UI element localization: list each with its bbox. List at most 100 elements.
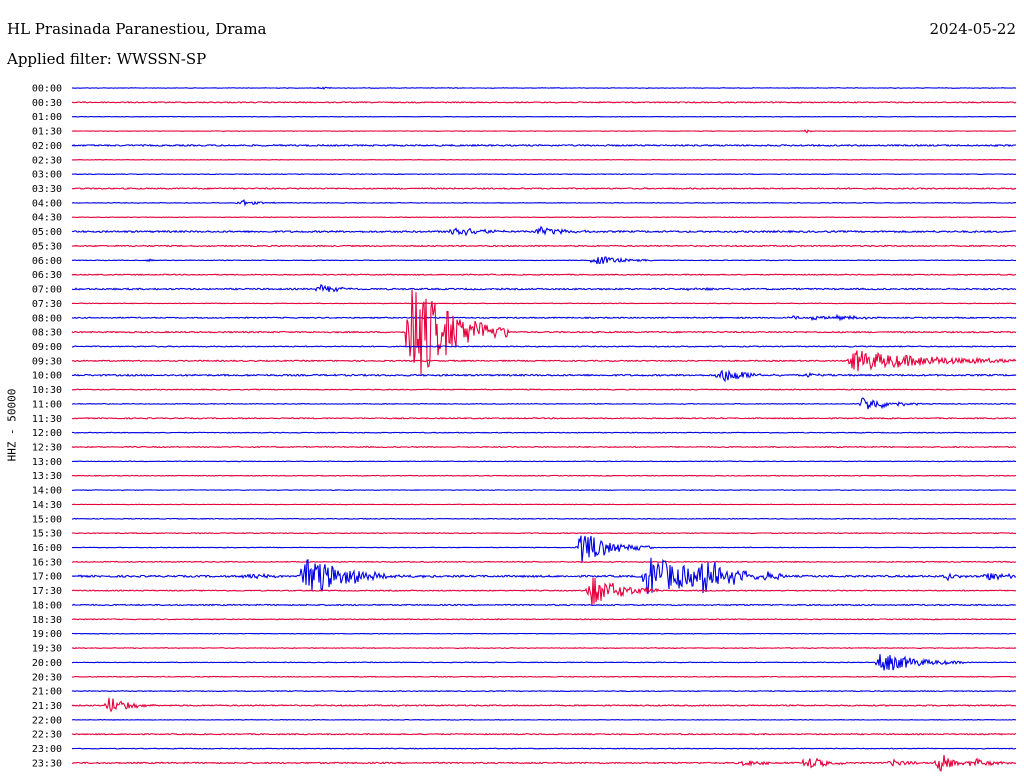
trace-line (71, 474, 1017, 477)
trace-line (72, 431, 1016, 434)
trace-lines (71, 86, 1017, 772)
trace-line (71, 256, 1017, 265)
trace-line (71, 603, 1016, 607)
trace-line (71, 732, 1016, 736)
record-date: 2024-05-22 (929, 20, 1016, 38)
trace-line (71, 289, 1017, 375)
trace-line (71, 697, 1017, 713)
trace-line (71, 225, 1017, 237)
row-time-label: 12:30 (32, 443, 62, 454)
trace-line (71, 284, 1017, 293)
trace-line (71, 397, 1017, 410)
row-time-label: 00:30 (32, 98, 62, 109)
trace-line (71, 557, 1017, 595)
row-labels: 00:00 00:30 01:00 01:30 02:00 02:30 03:00 03:30… (32, 84, 62, 770)
row-time-label: 07:00 (32, 285, 62, 296)
row-time-label: 16:00 (32, 543, 62, 554)
row-time-label: 18:00 (32, 600, 62, 611)
row-time-label: 19:30 (32, 644, 62, 655)
row-time-label: 12:00 (32, 428, 62, 439)
row-time-label: 22:00 (32, 715, 62, 726)
trace-line (71, 618, 1017, 621)
row-time-label: 06:30 (32, 270, 62, 281)
row-time-label: 23:30 (32, 758, 62, 769)
trace-line (71, 216, 1017, 219)
row-time-label: 13:00 (32, 457, 62, 468)
row-time-label: 04:00 (32, 198, 62, 209)
trace-line (71, 517, 1017, 520)
trace-line (71, 350, 1017, 372)
row-time-label: 01:00 (32, 112, 62, 123)
row-time-label: 02:00 (32, 141, 62, 152)
row-time-label: 04:30 (32, 213, 62, 224)
row-time-label: 00:00 (32, 84, 62, 95)
row-time-label: 14:00 (32, 486, 62, 497)
row-time-label: 10:00 (32, 371, 62, 382)
row-time-label: 03:30 (32, 184, 62, 195)
row-time-label: 03:00 (32, 170, 62, 181)
trace-line (71, 755, 1017, 772)
row-time-label: 05:00 (32, 227, 62, 238)
row-time-label: 09:00 (32, 342, 62, 353)
trace-line (71, 369, 1017, 383)
row-time-label: 17:00 (32, 572, 62, 583)
row-time-label: 09:30 (32, 356, 62, 367)
trace-line (72, 560, 1017, 564)
trace-line (72, 647, 1017, 650)
row-time-label: 06:00 (32, 256, 62, 267)
row-time-label: 21:00 (32, 687, 62, 698)
row-time-label: 08:30 (32, 328, 62, 339)
trace-line (71, 313, 1017, 322)
trace-line (71, 199, 1017, 207)
row-time-label: 15:00 (32, 514, 62, 525)
trace-line (71, 675, 1017, 678)
trace-line (71, 535, 1017, 563)
row-time-label: 20:30 (32, 672, 62, 683)
trace-line (71, 86, 1016, 90)
trace-line (71, 503, 1016, 506)
row-time-label: 19:00 (32, 629, 62, 640)
row-time-label: 16:30 (32, 557, 62, 568)
trace-line (71, 273, 1017, 276)
trace-line (71, 489, 1017, 492)
row-time-label: 01:30 (32, 127, 62, 138)
row-time-label: 11:00 (32, 399, 62, 410)
row-time-label: 13:30 (32, 471, 62, 482)
row-time-label: 15:30 (32, 529, 62, 540)
trace-line (71, 531, 1017, 535)
trace-line (71, 129, 1017, 134)
row-time-label: 08:00 (32, 313, 62, 324)
row-time-label: 23:00 (32, 744, 62, 755)
trace-line (71, 143, 1017, 148)
row-time-label: 10:30 (32, 385, 62, 396)
trace-line (71, 187, 1017, 190)
row-time-label: 02:30 (32, 155, 62, 166)
station-title: HL Prasinada Paranestiou, Drama (7, 20, 267, 38)
row-time-label: 11:30 (32, 414, 62, 425)
row-time-label: 20:00 (32, 658, 62, 669)
row-time-label: 14:30 (32, 500, 62, 511)
trace-line (71, 445, 1017, 449)
trace-line (71, 345, 1017, 348)
trace-line (71, 632, 1017, 635)
trace-line (72, 101, 1017, 104)
trace-line (71, 388, 1017, 391)
filter-label: Applied filter: WWSSN-SP (7, 50, 207, 68)
row-time-label: 17:30 (32, 586, 62, 597)
row-time-label: 05:30 (32, 241, 62, 252)
row-time-label: 07:30 (32, 299, 62, 310)
trace-line (71, 689, 1016, 693)
trace-line (71, 460, 1017, 463)
trace-line (71, 747, 1017, 750)
trace-line (71, 244, 1017, 248)
row-time-label: 18:30 (32, 615, 62, 626)
trace-line (71, 173, 1017, 176)
row-time-label: 21:30 (32, 701, 62, 712)
trace-line (72, 302, 1017, 305)
trace-line (72, 416, 1017, 420)
trace-line (71, 654, 1017, 671)
row-time-label: 22:30 (32, 730, 62, 741)
trace-line (71, 577, 1017, 606)
trace-line (71, 718, 1017, 721)
